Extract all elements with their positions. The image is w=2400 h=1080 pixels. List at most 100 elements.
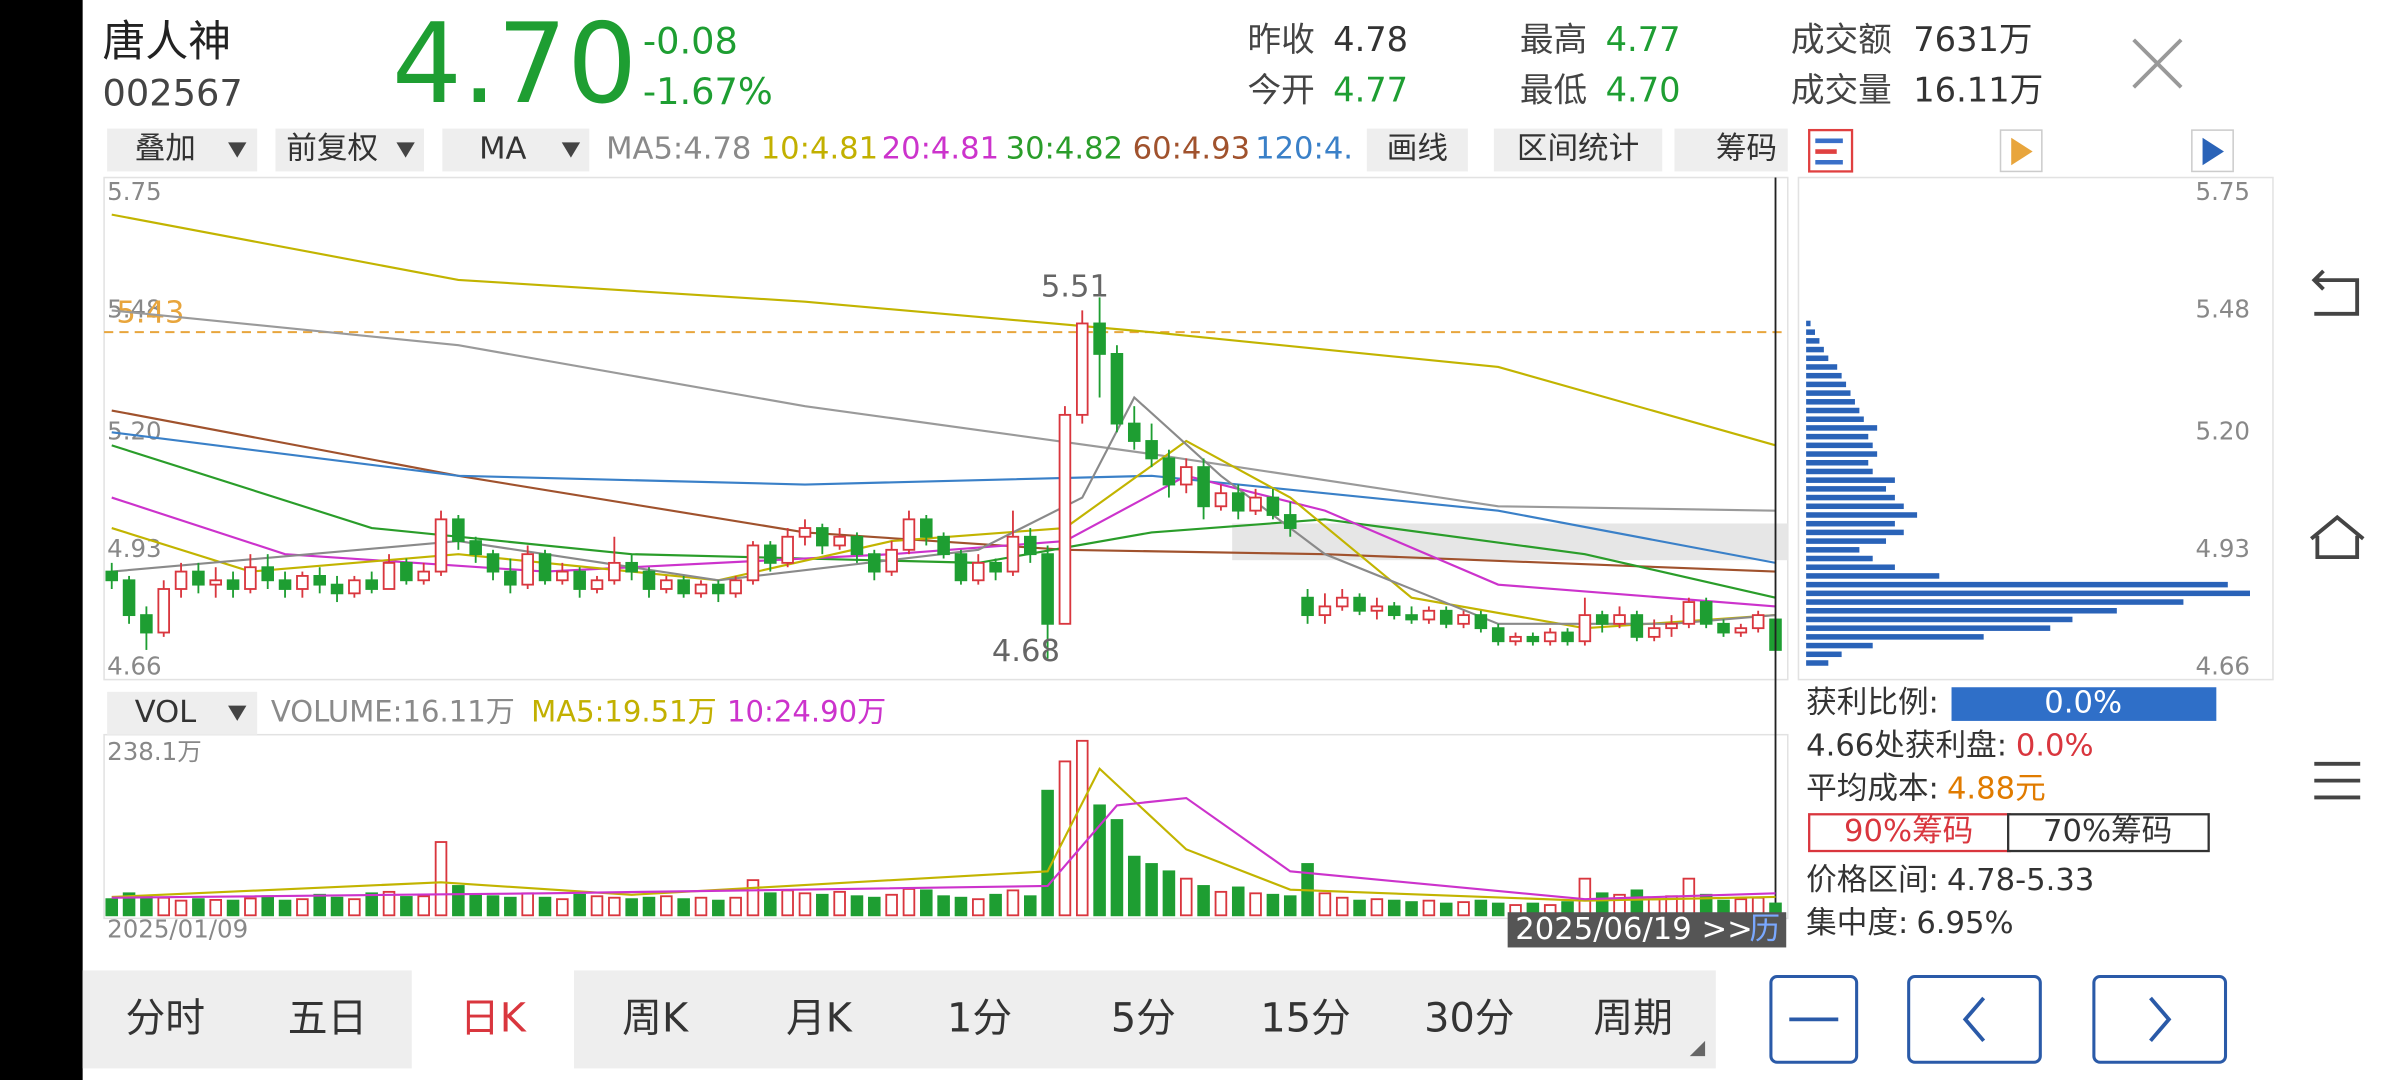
volume-bar [417,895,430,917]
info-value: 0.0% [2044,686,2122,721]
tool-label[interactable]: 筹码 [1716,132,1777,167]
select-label[interactable]: 前复权 [286,132,378,167]
profit-bar [1951,687,2217,721]
chip-button[interactable] [2007,813,2210,853]
tab[interactable]: 15分 [1260,995,1350,1041]
close-button[interactable] [2132,38,2183,89]
volume-bar [677,898,690,917]
tab[interactable]: 月K [786,995,853,1041]
chip-bar [1806,459,1869,466]
chip-bar [1806,625,2051,631]
candle-body [157,588,171,634]
volume-bar [885,893,898,917]
volume-value: VOLUME:16.11万 [271,694,515,728]
tab[interactable]: 1分 [947,995,1012,1041]
select-bg[interactable] [107,691,258,735]
volume-bar [902,888,916,917]
volume-bar [261,895,274,917]
volume-bar [1387,899,1401,917]
chip-bar [1806,364,1838,370]
ma-value: 20:4.81 [882,132,999,167]
chip-button-label[interactable]: 90%筹码 [1844,814,1973,849]
candle-body [573,570,586,590]
tab[interactable]: 5分 [1111,995,1176,1041]
toolbar [107,128,590,172]
chip-bar [1806,416,1864,422]
tool-bg[interactable] [1493,128,1663,172]
zoom-button[interactable] [1769,975,1859,1064]
select-bg[interactable] [275,128,424,172]
select-label[interactable]: VOL [135,695,197,730]
volume-bar [1283,895,1297,917]
tab[interactable]: 周期 [1593,995,1673,1041]
volume-bar [781,889,794,917]
start-date: 2025/01/09 [107,915,248,944]
candle-body [365,579,378,590]
select-label[interactable]: 叠加 [135,132,196,167]
tool-label[interactable]: 画线 [1387,132,1448,167]
tab[interactable]: 周K [622,995,689,1041]
volume-bar [798,892,812,917]
candle-body [712,583,725,595]
candle-body [1093,322,1106,355]
volume-bar [694,896,708,917]
candle-body [1335,596,1349,608]
volume-bar [278,899,292,917]
tab[interactable]: 分时 [126,995,206,1041]
chip-bar [1806,329,1816,335]
candle-body [1699,601,1713,625]
side-icons [1808,128,2234,173]
stat-label: 最高 [1520,20,1587,59]
history-link[interactable]: 历 [1749,912,1780,947]
select-arrow [228,705,247,721]
chip-bar [1806,573,1940,579]
stat-label: 最低 [1520,70,1587,109]
volume-bar [764,892,777,917]
chip-bar [1806,608,2117,614]
next-button[interactable] [2092,975,2228,1064]
chip-bar [1806,338,1820,344]
tool-bg[interactable] [1366,128,1468,172]
chip-bar [1806,599,2184,605]
volume-bar [1024,895,1037,917]
volume-bar [105,898,119,917]
change: -0.08 [643,19,738,62]
candle-body [226,579,240,590]
select-label[interactable]: MA [479,132,526,167]
volume-bar [538,896,552,917]
chip-bar [1806,425,1878,431]
tab[interactable]: 日K [460,995,527,1041]
tool-bg[interactable] [1674,128,1788,172]
end-date[interactable]: 2025/06/19 >> [1515,912,1752,947]
chip-bar [1806,529,1904,536]
chip-bar [1806,346,1824,353]
tool-label[interactable]: 区间统计 [1517,132,1639,167]
candle-body [1353,596,1366,612]
y-tick-label: 5.48 [107,294,161,323]
stock-code: 002567 [103,71,243,114]
tab[interactable]: 五日 [288,995,368,1041]
ma-line [111,444,1776,599]
candle-body [261,566,274,582]
candle-body [1041,553,1054,625]
candle-body [313,575,326,586]
chip-bar [1806,538,1887,544]
candle-body [972,561,985,582]
volume-frame [103,733,1789,920]
chip-button-label[interactable]: 70%筹码 [2043,814,2172,849]
volume-bar [452,885,465,917]
candle-body [1543,631,1557,643]
candle-body [1127,422,1141,442]
candle-body [1197,466,1210,508]
select-bg[interactable] [107,128,258,172]
prev-button[interactable] [1907,975,2042,1064]
select-bg[interactable] [442,128,590,172]
info-value: 4.88元 [1947,771,2046,806]
chip-bar [1806,512,1918,518]
chip-bar [1806,581,2228,588]
volume-ma-line [111,766,1776,902]
tab[interactable]: 30分 [1424,995,1514,1041]
candle-body [1751,614,1765,630]
candle-body [885,548,898,573]
chip-bar [1806,555,1873,562]
